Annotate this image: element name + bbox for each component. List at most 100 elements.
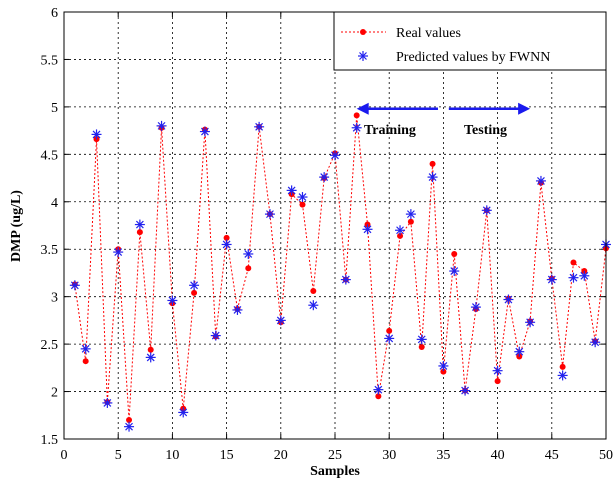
- predicted-value-point: [286, 185, 297, 196]
- predicted-value-point: [351, 122, 362, 133]
- real-value-point: [353, 112, 360, 119]
- real-value-point: [82, 358, 89, 365]
- predicted-value-point: [330, 150, 340, 161]
- real-value-point: [191, 289, 198, 296]
- predicted-value-point: [297, 192, 308, 203]
- real-values-line: [74, 115, 607, 421]
- tick-labels: 0 5 10 15 20 25 30 35 40 45 50 1.5 2 2.5 3 3.5 4 4.5 5 5.5 6: [41, 6, 614, 463]
- y-tick-label: 3.5: [41, 243, 59, 258]
- predicted-value-point: [210, 330, 221, 341]
- real-value-point: [245, 265, 252, 272]
- x-tick-label: 30: [382, 448, 396, 463]
- predicted-value-point: [568, 272, 579, 283]
- predicted-value-point: [503, 294, 514, 305]
- real-value-point: [136, 229, 143, 236]
- predicted-value-point: [221, 239, 232, 250]
- x-tick-label: 45: [545, 448, 559, 463]
- predicted-value-point: [275, 315, 286, 326]
- legend-real-marker: [360, 29, 366, 35]
- legend-pred-marker: [358, 51, 368, 61]
- annotations: [356, 102, 531, 115]
- legend-box: [333, 11, 607, 71]
- y-tick-label: 6: [51, 6, 58, 21]
- real-value-point: [494, 378, 501, 385]
- predicted-value-point: [189, 280, 200, 291]
- real-value-point: [147, 346, 154, 353]
- real-value-point: [126, 417, 133, 424]
- x-tick-label: 20: [274, 448, 288, 463]
- testing-label: Testing: [464, 123, 507, 138]
- predicted-value-point: [340, 274, 351, 285]
- predicted-value-point: [167, 295, 178, 306]
- real-value-point: [407, 218, 414, 225]
- predicted-value-point: [535, 175, 546, 186]
- real-value-point: [559, 363, 566, 370]
- y-tick-label: 2: [51, 386, 58, 401]
- predicted-value-point: [232, 304, 243, 315]
- predicted-value-point: [199, 126, 210, 137]
- predicted-value-point: [91, 129, 102, 140]
- predicted-value-point: [134, 219, 145, 230]
- y-axis-title: DMP (ug/L): [9, 190, 24, 262]
- predicted-value-point: [80, 343, 91, 354]
- predicted-value-point: [373, 384, 384, 395]
- y-tick-label: 1.5: [41, 433, 59, 448]
- predicted-value-point: [102, 397, 113, 408]
- predicted-value-point: [546, 274, 557, 285]
- x-tick-label: 35: [436, 448, 450, 463]
- y-tick-label: 5.5: [41, 53, 59, 68]
- predicted-value-point: [113, 247, 124, 258]
- real-value-point: [570, 259, 577, 266]
- series-predicted-values: [69, 120, 611, 432]
- predicted-value-point: [319, 172, 330, 183]
- x-tick-label: 40: [491, 448, 505, 463]
- real-value-point: [375, 393, 382, 400]
- x-tick-label: 50: [599, 448, 613, 463]
- training-arrow: [356, 102, 438, 115]
- predicted-value-point: [514, 346, 525, 357]
- real-value-point: [418, 343, 425, 350]
- predicted-value-point: [254, 121, 265, 132]
- predicted-value-point: [362, 224, 373, 235]
- predicted-value-point: [69, 280, 80, 291]
- real-value-point: [299, 201, 306, 208]
- x-tick-label: 0: [61, 448, 68, 463]
- real-value-point: [451, 250, 458, 257]
- x-tick-label: 25: [328, 448, 342, 463]
- predicted-value-point: [449, 266, 460, 277]
- testing-arrow: [448, 102, 531, 115]
- predicted-value-point: [156, 120, 167, 131]
- real-value-point: [429, 160, 436, 167]
- legend-pred-label: Predicted values by FWNN: [396, 50, 550, 65]
- training-label: Training: [364, 123, 416, 138]
- x-tick-label: 15: [220, 448, 234, 463]
- y-tick-label: 5: [51, 101, 58, 116]
- x-tick-label: 5: [115, 448, 122, 463]
- real-value-point: [223, 234, 230, 241]
- predicted-value-point: [145, 352, 156, 363]
- legend-real-label: Real values: [396, 26, 461, 41]
- real-value-point: [310, 287, 317, 294]
- y-tick-label: 4: [51, 196, 58, 211]
- predicted-value-point: [590, 337, 601, 348]
- predicted-value-point: [416, 334, 427, 345]
- real-value-point: [440, 368, 447, 375]
- predicted-value-point: [243, 248, 254, 259]
- predicted-value-point: [492, 365, 503, 376]
- predicted-value-point: [308, 300, 319, 311]
- plot-area: [64, 12, 606, 439]
- predicted-value-point: [427, 172, 438, 183]
- predicted-value-point: [264, 209, 275, 220]
- predicted-value-point: [438, 360, 449, 371]
- predicted-value-point: [178, 407, 189, 418]
- real-value-point: [397, 232, 404, 239]
- x-tick-label: 10: [165, 448, 179, 463]
- predicted-value-point: [579, 270, 590, 281]
- legend: Real values Predicted values by FWNN: [333, 11, 607, 71]
- predicted-value-point: [395, 225, 406, 236]
- real-value-point: [386, 327, 393, 334]
- predicted-value-point: [124, 421, 135, 432]
- predicted-value-point: [384, 333, 395, 344]
- y-tick-label: 2.5: [41, 338, 59, 353]
